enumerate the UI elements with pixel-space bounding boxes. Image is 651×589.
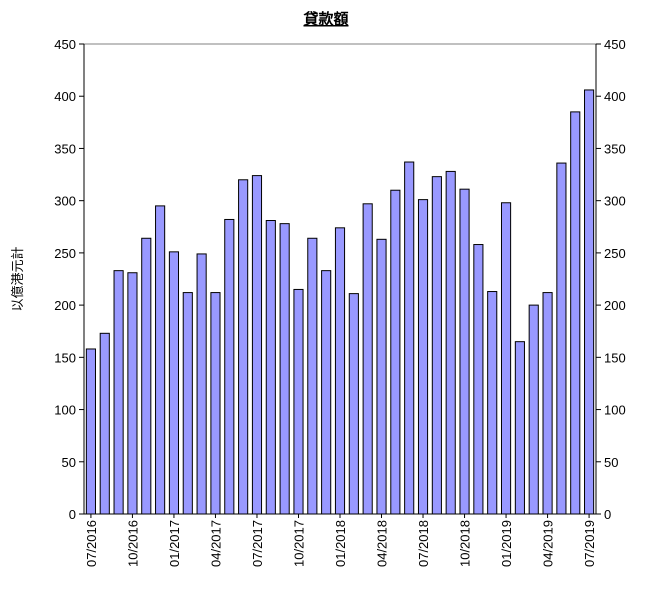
bar — [584, 89, 595, 515]
y-tick-label: 50 — [62, 455, 76, 470]
bar — [390, 189, 401, 515]
bar — [279, 223, 290, 515]
y-tick-label: 450 — [54, 37, 76, 52]
bar — [196, 253, 207, 515]
bar — [514, 341, 525, 515]
bar — [307, 237, 318, 515]
x-tick-label: 10/2017 — [291, 520, 306, 567]
bar — [182, 292, 193, 515]
bar — [210, 292, 221, 515]
x-tick-label: 07/2016 — [84, 520, 99, 567]
bar — [348, 293, 359, 515]
bar — [155, 205, 166, 515]
y2-tick-label: 0 — [604, 507, 611, 522]
bar — [473, 244, 484, 515]
bar — [224, 218, 235, 515]
bar — [445, 170, 456, 515]
y-tick-label: 250 — [54, 246, 76, 261]
bar — [265, 220, 276, 515]
y-axis-label: 以億港元計 — [10, 246, 25, 311]
bar — [417, 199, 429, 515]
x-tick-label: 07/2019 — [582, 520, 597, 567]
bar — [376, 238, 387, 515]
bar — [334, 227, 346, 515]
y2-tick-label: 200 — [604, 298, 626, 313]
y2-tick-label: 100 — [604, 403, 626, 418]
y-tick-label: 0 — [69, 507, 76, 522]
y2-tick-label: 50 — [604, 455, 618, 470]
y-tick-label: 350 — [54, 141, 76, 156]
bar — [542, 292, 553, 515]
y2-tick-label: 250 — [604, 246, 626, 261]
x-tick-label: 01/2019 — [499, 520, 514, 567]
bar — [528, 304, 539, 515]
y-tick-label: 100 — [54, 403, 76, 418]
x-tick-label: 04/2017 — [208, 520, 223, 567]
x-tick-label: 07/2017 — [250, 520, 265, 567]
bar — [85, 348, 96, 515]
bar — [168, 251, 180, 515]
bar — [404, 161, 415, 515]
x-tick-label: 04/2019 — [541, 520, 556, 567]
x-tick-label: 01/2018 — [333, 520, 348, 567]
bar — [113, 270, 124, 515]
x-tick-label: 01/2017 — [167, 520, 182, 567]
bar — [556, 162, 567, 515]
y2-tick-label: 350 — [604, 141, 626, 156]
bar — [500, 202, 512, 515]
y-tick-label: 400 — [54, 89, 76, 104]
bar — [431, 176, 442, 515]
bar — [141, 237, 152, 515]
bar — [251, 175, 263, 515]
y2-tick-label: 150 — [604, 350, 626, 365]
bar — [99, 332, 110, 515]
y2-tick-label: 400 — [604, 89, 626, 104]
y2-tick-label: 450 — [604, 37, 626, 52]
bar — [321, 270, 332, 515]
x-tick-label: 04/2018 — [375, 520, 390, 567]
y2-tick-label: 300 — [604, 194, 626, 209]
bar — [459, 188, 470, 515]
bar — [487, 291, 498, 515]
x-tick-label: 10/2018 — [458, 520, 473, 567]
y-tick-label: 200 — [54, 298, 76, 313]
bar — [570, 111, 581, 515]
x-tick-label: 07/2018 — [416, 520, 431, 567]
x-tick-label: 10/2016 — [125, 520, 140, 567]
bar — [127, 272, 138, 515]
chart-title: 貸款額 — [303, 10, 348, 28]
bar — [362, 203, 373, 515]
y-tick-label: 300 — [54, 194, 76, 209]
bar — [238, 179, 249, 515]
y-tick-label: 150 — [54, 350, 76, 365]
bar — [293, 288, 304, 515]
